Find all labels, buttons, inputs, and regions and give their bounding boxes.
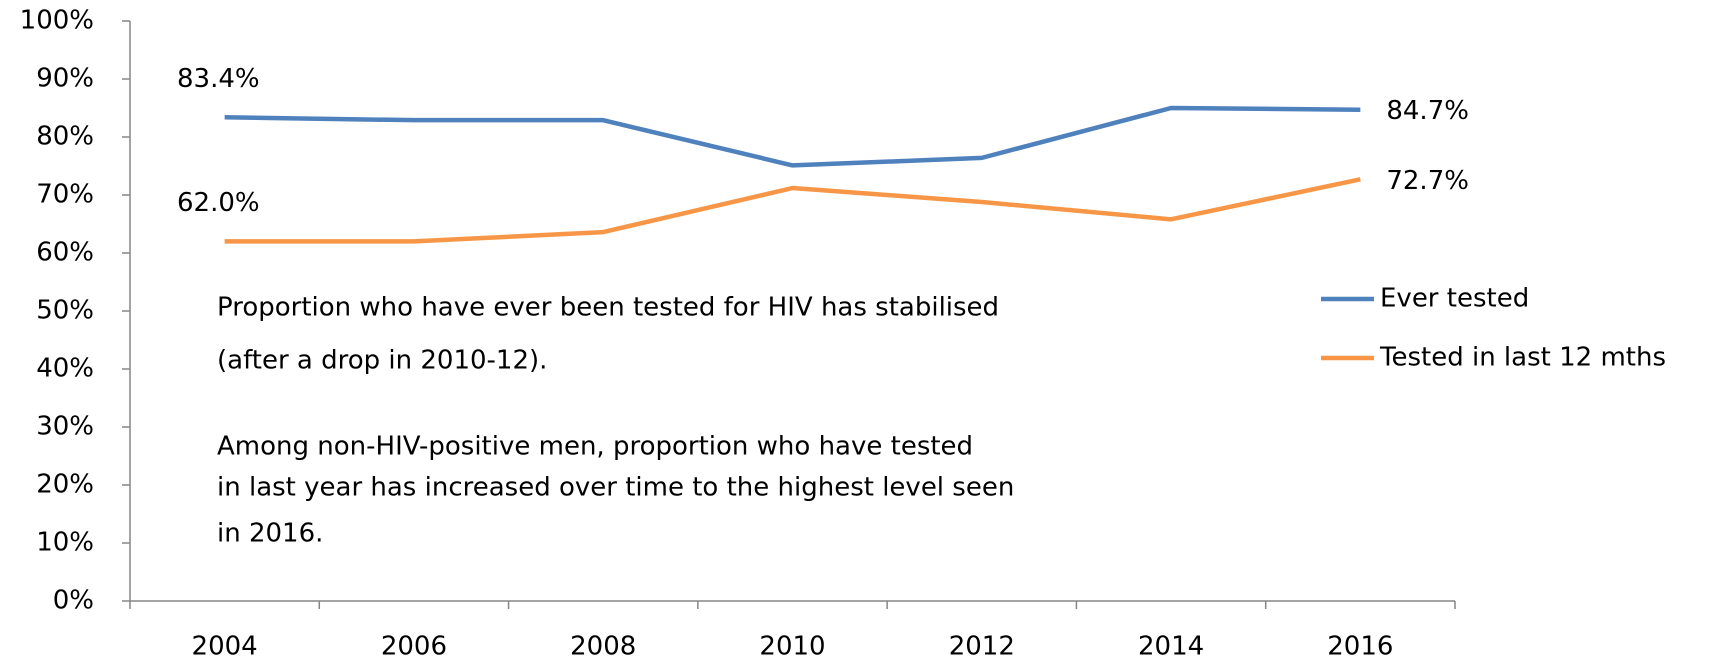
y-tick-label: 40%: [36, 354, 94, 384]
y-tick-label: 100%: [20, 6, 94, 36]
annotation: Among non-HIV-positive men, proportion w…: [217, 432, 973, 462]
y-tick-label: 10%: [36, 528, 94, 558]
annotation: (after a drop in 2010-12).: [217, 346, 547, 376]
data-label: 62.0%: [177, 188, 260, 218]
y-tick-label: 0%: [53, 586, 94, 616]
annotation: in 2016.: [217, 519, 323, 549]
x-tick-label: 2016: [1327, 632, 1393, 662]
y-tick-label: 90%: [36, 64, 94, 94]
x-tick-label: 2014: [1138, 632, 1204, 662]
x-tick-label: 2010: [759, 632, 825, 662]
y-tick-label: 50%: [36, 296, 94, 326]
data-label: 72.7%: [1386, 166, 1469, 196]
y-tick-label: 70%: [36, 180, 94, 210]
data-label: 84.7%: [1386, 96, 1469, 126]
data-label: 83.4%: [177, 64, 260, 94]
x-tick-label: 2004: [192, 632, 258, 662]
x-tick-label: 2012: [949, 632, 1015, 662]
legend-label: Tested in last 12 mths: [1379, 343, 1666, 373]
annotation: in last year has increased over time to …: [217, 473, 1014, 503]
x-tick-label: 2008: [570, 632, 636, 662]
x-tick-label: 2006: [381, 632, 447, 662]
annotation: Proportion who have ever been tested for…: [217, 293, 999, 323]
series-line: [224, 105, 1361, 168]
y-tick-label: 20%: [36, 470, 94, 500]
y-tick-label: 30%: [36, 412, 94, 442]
y-tick-label: 60%: [36, 238, 94, 268]
legend-label: Ever tested: [1380, 284, 1529, 314]
series-line: [224, 177, 1361, 244]
y-tick-label: 80%: [36, 122, 94, 152]
